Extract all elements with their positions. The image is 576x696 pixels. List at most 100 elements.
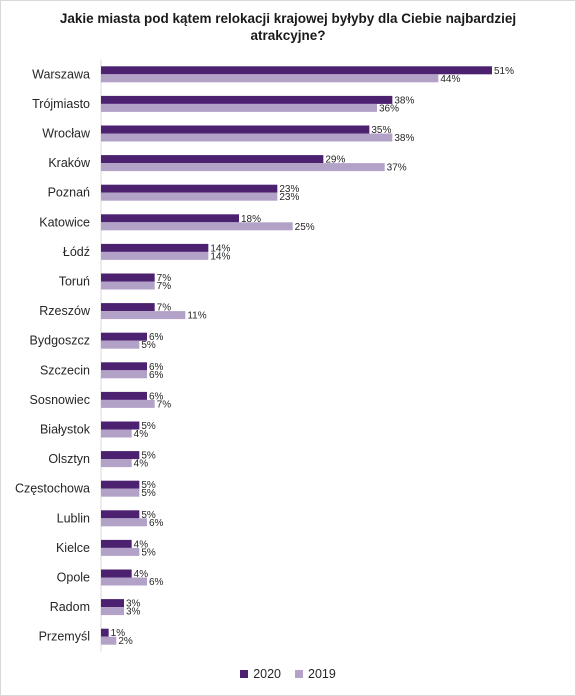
bar-2019 [101, 399, 155, 408]
category-label: Łódź [63, 245, 90, 259]
value-label-2020: 6% [149, 391, 164, 402]
bar-2019 [101, 103, 377, 112]
value-label-2020: 51% [494, 66, 514, 77]
value-label-2020: 38% [394, 95, 414, 106]
value-label-2020: 3% [126, 599, 141, 610]
bar-2020 [101, 184, 278, 193]
value-label-2019: 6% [149, 518, 164, 529]
value-label-2019: 25% [295, 222, 315, 233]
category-label: Toruń [59, 275, 90, 289]
value-label-2019: 38% [394, 133, 414, 144]
bar-2020 [101, 214, 239, 223]
bar-2020 [101, 155, 324, 164]
bar-2020 [101, 391, 147, 400]
bar-2019 [101, 163, 385, 172]
bar-2019 [101, 192, 278, 201]
category-label: Opole [57, 571, 90, 585]
value-label-2019: 37% [387, 163, 407, 174]
value-label-2019: 5% [141, 340, 156, 351]
value-label-2020: 5% [141, 451, 156, 462]
bar-2019 [101, 340, 140, 349]
bar-2019 [101, 133, 393, 142]
bar-2019 [101, 370, 147, 379]
category-label: Rzeszów [39, 304, 91, 318]
bar-2019 [101, 222, 293, 231]
chart-legend: 2020 2019 [0, 667, 576, 681]
category-label: Katowice [39, 215, 90, 229]
chart-title: Jakie miasta pod kątem relokacji krajowe… [59, 11, 517, 43]
legend-swatch-2020 [240, 670, 249, 678]
bar-2019 [101, 251, 209, 260]
value-label-2020: 6% [149, 332, 164, 343]
legend-label-2019: 2019 [308, 667, 336, 681]
value-label-2019: 4% [134, 429, 149, 440]
value-label-2019: 14% [210, 251, 230, 262]
value-label-2019: 7% [157, 281, 172, 292]
value-label-2019: 4% [134, 459, 149, 470]
bar-2020 [101, 362, 147, 371]
bar-2020 [101, 332, 147, 341]
category-label: Kielce [56, 541, 90, 555]
value-label-2020: 4% [134, 539, 149, 550]
bar-2020 [101, 451, 140, 460]
value-label-2020: 18% [241, 214, 261, 225]
category-label: Olsztyn [48, 452, 90, 466]
category-label: Szczecin [40, 363, 90, 377]
bar-2019 [101, 459, 132, 468]
value-label-2020: 35% [371, 125, 391, 136]
bar-2019 [101, 311, 186, 320]
legend-item-2020: 2020 [240, 667, 281, 681]
bar-2020 [101, 599, 124, 608]
value-label-2019: 36% [379, 103, 399, 114]
value-label-2020: 5% [141, 480, 156, 491]
value-label-2019: 3% [126, 607, 141, 618]
bar-2020 [101, 95, 393, 104]
bar-2020 [101, 421, 140, 430]
bar-2020 [101, 539, 132, 548]
bar-2020 [101, 480, 140, 489]
legend-swatch-2019 [295, 670, 303, 678]
value-label-2020: 14% [210, 243, 230, 254]
value-label-2019: 6% [149, 370, 164, 381]
value-label-2019: 5% [141, 488, 156, 499]
value-label-2019: 7% [157, 399, 172, 410]
legend-item-2019: 2019 [295, 667, 336, 681]
bar-2020 [101, 510, 140, 519]
value-label-2019: 23% [279, 192, 299, 203]
value-label-2019: 44% [440, 74, 460, 85]
bar-2019 [101, 577, 147, 586]
value-label-2019: 11% [187, 311, 206, 322]
bar-2020 [101, 66, 492, 75]
value-label-2020: 23% [279, 184, 299, 195]
bar-2019 [101, 429, 132, 438]
value-label-2019: 2% [118, 636, 133, 647]
bar-2019 [101, 636, 117, 645]
category-label: Lublin [57, 511, 90, 525]
bar-2019 [101, 281, 155, 290]
value-label-2020: 7% [157, 273, 172, 284]
bar-2020 [101, 125, 370, 134]
category-label: Radom [50, 600, 90, 614]
bar-2020 [101, 303, 155, 312]
value-label-2020: 4% [134, 569, 149, 580]
bar-2019 [101, 488, 140, 497]
value-label-2020: 29% [325, 155, 345, 166]
value-label-2020: 6% [149, 362, 164, 373]
category-label: Trójmiasto [32, 97, 90, 111]
bar-2019 [101, 607, 124, 616]
legend-label-2020: 2020 [253, 667, 281, 681]
bar-2020 [101, 569, 132, 578]
value-label-2019: 5% [141, 547, 156, 558]
value-label-2020: 1% [111, 628, 126, 639]
bar-2019 [101, 74, 439, 83]
category-label: Poznań [48, 186, 90, 200]
category-label: Bydgoszcz [30, 334, 90, 348]
category-label: Częstochowa [15, 482, 90, 496]
value-label-2019: 6% [149, 577, 164, 588]
category-label: Kraków [48, 156, 91, 170]
bar-2020 [101, 273, 155, 282]
bar-2019 [101, 518, 147, 527]
bar-2020 [101, 243, 209, 252]
value-label-2020: 5% [141, 510, 156, 521]
